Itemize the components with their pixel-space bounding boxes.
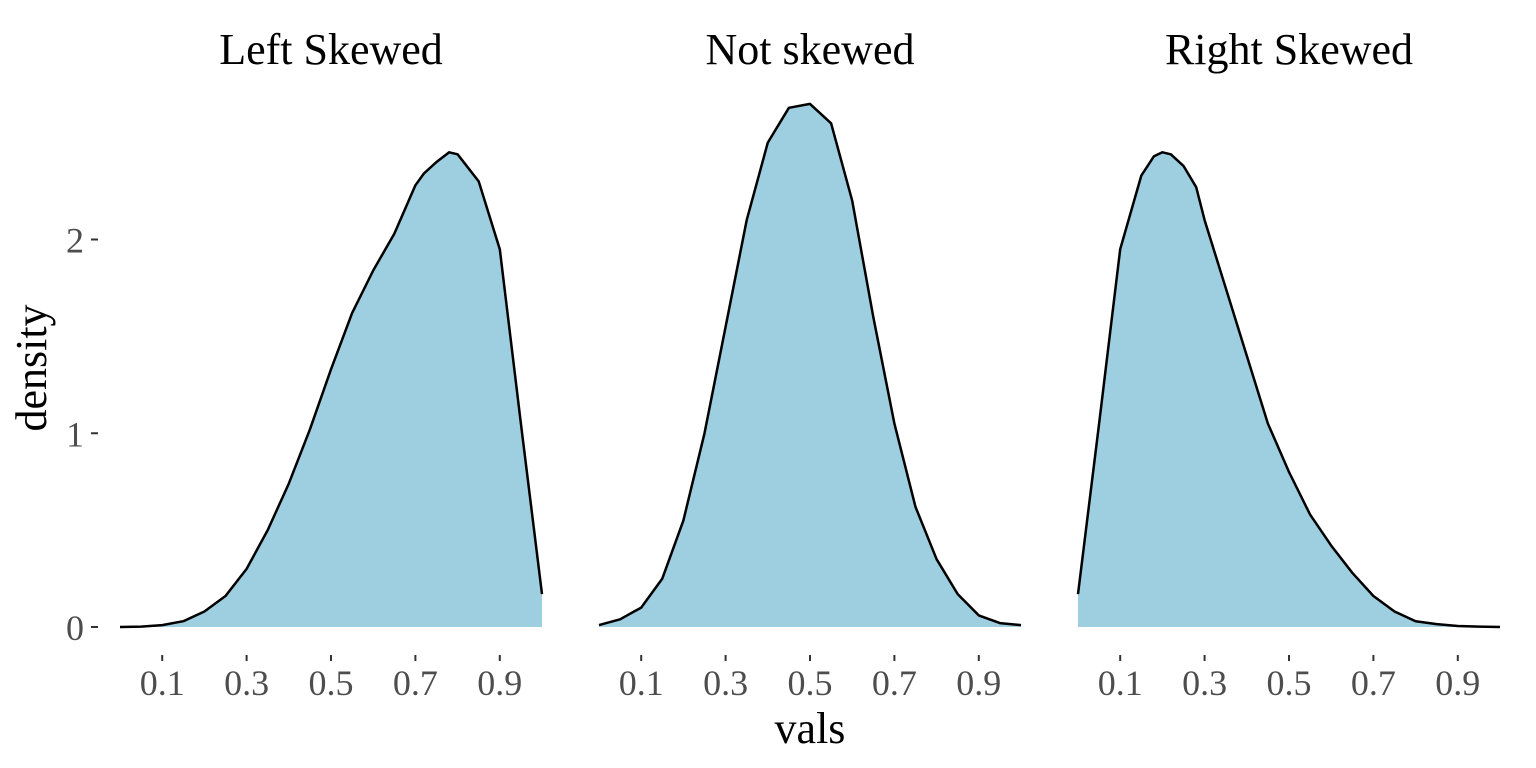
density-area <box>120 152 542 628</box>
density-line <box>119 151 544 629</box>
x-tick-label: 0.9 <box>956 663 1001 703</box>
x-axis-title: vals <box>775 704 846 753</box>
y-tick-label: 1 <box>66 414 84 454</box>
x-tick-label: 0.3 <box>1182 663 1227 703</box>
x-tick-label: 0.1 <box>140 663 185 703</box>
x-tick-label: 0.3 <box>224 663 269 703</box>
x-tick-label: 0.7 <box>393 663 438 703</box>
density-area <box>599 103 1021 627</box>
x-tick-label: 0.5 <box>1267 663 1312 703</box>
x-tick-label: 0.5 <box>788 663 833 703</box>
x-tick-label: 0.1 <box>1098 663 1143 703</box>
x-tick-label: 0.3 <box>703 663 748 703</box>
panel-title: Right Skewed <box>1165 25 1413 74</box>
x-tick-label: 0.5 <box>309 663 354 703</box>
x-tick-label: 0.9 <box>477 663 522 703</box>
x-tick-label: 0.1 <box>619 663 664 703</box>
x-tick-label: 0.7 <box>872 663 917 703</box>
density-line <box>598 102 1022 627</box>
panel-title: Left Skewed <box>219 25 443 74</box>
y-tick-label: 2 <box>66 221 84 261</box>
y-tick-label: 0 <box>66 608 84 648</box>
y-axis-title: density <box>7 304 56 431</box>
panel-title: Not skewed <box>706 25 915 74</box>
density-line <box>1076 151 1501 629</box>
x-tick-label: 0.9 <box>1435 663 1480 703</box>
density-area <box>1078 152 1500 628</box>
x-tick-label: 0.7 <box>1351 663 1396 703</box>
